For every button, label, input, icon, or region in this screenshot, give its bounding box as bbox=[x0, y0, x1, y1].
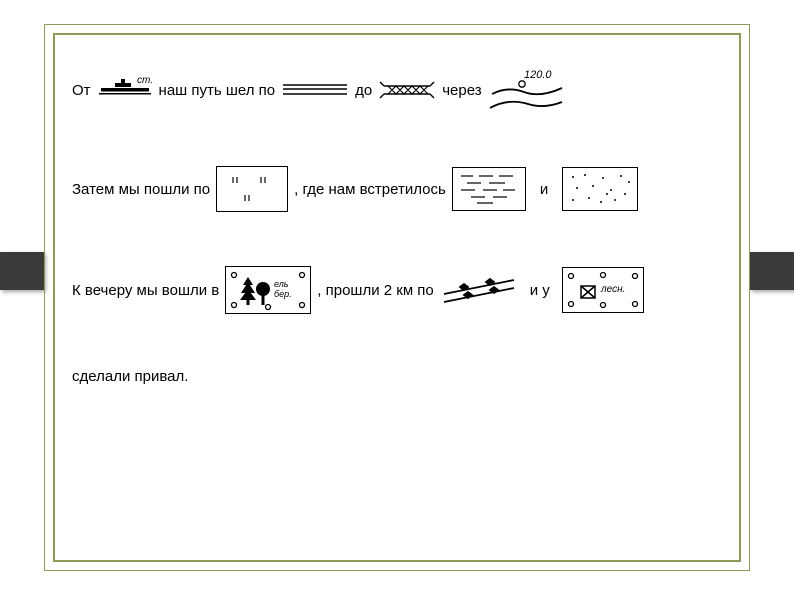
text-and-1: и bbox=[532, 181, 556, 198]
river-elev-icon: 120.0 bbox=[488, 68, 564, 112]
frame-inner: От ст. наш путь шел по bbox=[53, 33, 741, 562]
bridge-icon bbox=[378, 80, 436, 100]
mixed-forest-icon: ель бер. bbox=[225, 266, 311, 314]
row-2: Затем мы пошли по , где нам встретилось bbox=[72, 166, 722, 212]
row-4: сделали привал. bbox=[72, 368, 722, 385]
station-label: ст. bbox=[137, 75, 153, 86]
text-walked-2km: , прошли 2 км по bbox=[317, 282, 434, 299]
row-3: К вечеру мы вошли в bbox=[72, 266, 722, 314]
text-through: через bbox=[442, 82, 481, 99]
text-path-along: наш путь шел по bbox=[159, 82, 276, 99]
highway-icon bbox=[281, 82, 349, 98]
meadow-icon bbox=[216, 166, 288, 212]
station-icon: ст. bbox=[97, 75, 153, 105]
text-and-at: и у bbox=[524, 282, 556, 299]
sand-icon bbox=[562, 167, 638, 211]
railway-icon bbox=[440, 272, 518, 308]
forester-house-icon: лесн. bbox=[562, 267, 644, 313]
text-then-we-went: Затем мы пошли по bbox=[72, 181, 210, 198]
text-made-halt: сделали привал. bbox=[72, 368, 188, 385]
elev-label: 120.0 bbox=[524, 69, 552, 81]
text-to: до bbox=[355, 82, 372, 99]
row-1: От ст. наш путь шел по bbox=[72, 68, 722, 112]
text-by-evening: К вечеру мы вошли в bbox=[72, 282, 219, 299]
swamp-icon bbox=[452, 167, 526, 211]
frame-outer: От ст. наш путь шел по bbox=[44, 24, 750, 571]
decor-bar-left bbox=[0, 252, 44, 290]
worksheet: От ст. наш путь шел по bbox=[61, 41, 733, 554]
text-where-we-met: , где нам встретилось bbox=[294, 181, 446, 198]
forest-label-1: ель bbox=[274, 279, 289, 289]
forester-label: лесн. bbox=[600, 284, 625, 295]
text-from: От bbox=[72, 82, 91, 99]
forest-label-2: бер. bbox=[274, 289, 292, 299]
decor-bar-right bbox=[750, 252, 794, 290]
